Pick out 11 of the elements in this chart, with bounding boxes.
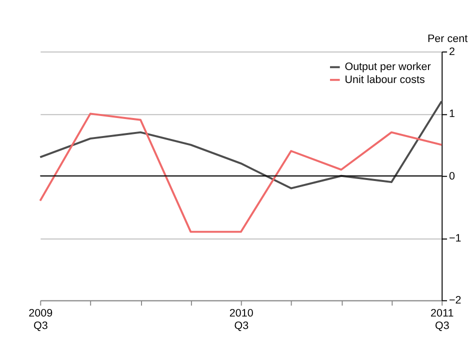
legend-label: Unit labour costs (344, 74, 425, 86)
y-tick-label: −1 (448, 232, 462, 244)
y-axis-title: Per cent (428, 33, 468, 46)
y-tick-label: 0 (448, 170, 455, 182)
y-tick-label: 1 (448, 108, 455, 120)
y-tick-label: 2 (448, 46, 455, 58)
x-tick-label: 2009 Q3 (28, 307, 53, 332)
y-tick-label: −2 (448, 294, 462, 307)
x-tick-label: 2011 Q3 (430, 307, 454, 332)
legend-label: Output per worker (344, 61, 432, 74)
x-tick-label: 2010 Q3 (229, 307, 254, 332)
